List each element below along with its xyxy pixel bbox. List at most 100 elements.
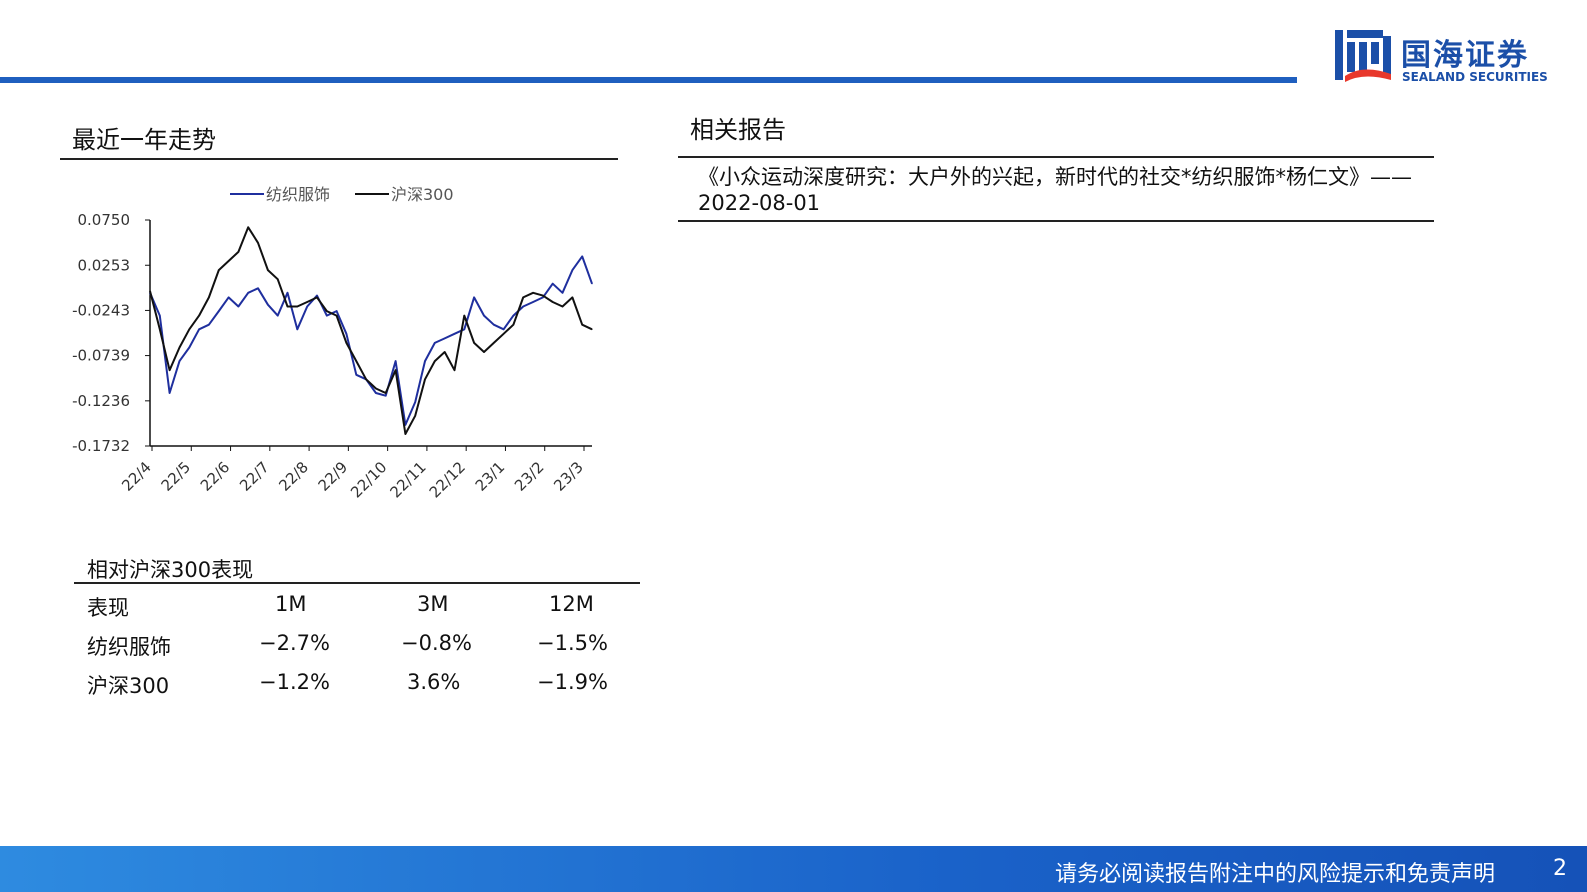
x-tick-label: 22/5 bbox=[158, 458, 195, 495]
sealand-logo-icon bbox=[1335, 30, 1391, 82]
data-point bbox=[581, 255, 583, 257]
x-tick-label: 22/6 bbox=[197, 458, 234, 495]
x-tick-label: 22/11 bbox=[386, 458, 429, 501]
data-point bbox=[178, 346, 181, 349]
related-bottom-rule bbox=[678, 220, 1434, 222]
data-point bbox=[365, 378, 367, 380]
x-tick-label: 22/8 bbox=[275, 458, 312, 495]
data-point bbox=[208, 324, 210, 326]
table-cell: −1.5% bbox=[537, 631, 608, 655]
row-label: 纺织服饰 bbox=[87, 635, 171, 659]
table-cell: −1.9% bbox=[537, 670, 608, 694]
table-cell: −0.8% bbox=[401, 631, 472, 655]
data-point bbox=[444, 337, 446, 339]
data-point bbox=[414, 415, 416, 417]
data-point bbox=[453, 333, 456, 335]
y-tick-label: -0.0739 bbox=[72, 347, 130, 365]
data-point bbox=[395, 360, 397, 362]
table-row: 沪深300 −1.2% 3.6% −1.9% bbox=[87, 670, 627, 704]
data-point bbox=[581, 324, 583, 326]
data-point bbox=[493, 342, 495, 344]
column-header: 12M bbox=[549, 592, 594, 616]
data-point bbox=[336, 315, 338, 317]
data-point bbox=[375, 387, 377, 390]
data-point bbox=[316, 295, 318, 297]
x-tick-label: 22/10 bbox=[347, 458, 390, 501]
table-cell: 3.6% bbox=[407, 670, 461, 694]
x-tick-label: 22/4 bbox=[118, 458, 155, 495]
data-point bbox=[385, 392, 387, 394]
data-point bbox=[483, 351, 485, 353]
data-point bbox=[463, 328, 465, 330]
data-point bbox=[473, 342, 475, 344]
brand-name-en: SEALAND SECURITIES bbox=[1402, 70, 1548, 84]
data-point bbox=[375, 392, 377, 394]
data-point bbox=[542, 296, 544, 298]
data-point bbox=[591, 328, 593, 330]
y-tick-label: 0.0750 bbox=[78, 211, 131, 229]
x-tick-label: 23/1 bbox=[472, 458, 509, 495]
y-tick-label: 0.0253 bbox=[78, 256, 131, 274]
y-tick-label: -0.1236 bbox=[72, 392, 130, 410]
x-tick-label: 22/7 bbox=[236, 458, 273, 495]
data-point bbox=[434, 342, 436, 344]
data-point bbox=[286, 292, 289, 294]
data-point bbox=[463, 315, 465, 317]
data-point bbox=[512, 324, 514, 326]
data-point bbox=[552, 301, 554, 303]
data-point bbox=[178, 360, 181, 362]
data-point bbox=[257, 242, 259, 244]
data-point bbox=[434, 360, 436, 362]
series-line bbox=[149, 226, 593, 435]
data-point bbox=[326, 315, 328, 317]
data-point bbox=[512, 315, 514, 317]
legend-label: 沪深300 bbox=[391, 185, 454, 204]
data-point bbox=[326, 310, 328, 312]
data-point bbox=[277, 315, 279, 317]
trend-title-rule bbox=[60, 158, 618, 160]
table-row: 纺织服饰 −2.7% −0.8% −1.5% bbox=[87, 631, 627, 665]
data-point bbox=[247, 292, 249, 294]
data-point bbox=[345, 333, 347, 335]
x-tick-label: 23/2 bbox=[511, 458, 548, 495]
data-point bbox=[355, 374, 357, 376]
chart-legend: 纺织服饰 沪深300 bbox=[230, 185, 454, 204]
data-point bbox=[336, 310, 338, 312]
data-point bbox=[424, 378, 426, 380]
data-point bbox=[257, 287, 259, 289]
related-report-link[interactable]: 《小众运动深度研究：大户外的兴起，新时代的社交*纺织服饰*杨仁文》——2022-… bbox=[698, 165, 1412, 215]
data-point bbox=[414, 401, 416, 403]
related-title-rule bbox=[678, 156, 1434, 158]
data-point bbox=[198, 328, 200, 330]
x-tick-label: 23/3 bbox=[550, 458, 587, 495]
data-point bbox=[237, 305, 239, 308]
x-tick-label: 22/9 bbox=[315, 458, 352, 495]
data-point bbox=[385, 395, 387, 397]
data-point bbox=[286, 305, 289, 308]
data-point bbox=[571, 269, 573, 271]
data-point bbox=[473, 296, 475, 298]
brand-name-cn: 国海证券 bbox=[1401, 38, 1529, 73]
data-point bbox=[306, 305, 308, 308]
page-number: 2 bbox=[1553, 856, 1567, 881]
data-point bbox=[395, 369, 397, 371]
data-point bbox=[493, 324, 495, 326]
data-point bbox=[169, 392, 171, 394]
data-point bbox=[198, 315, 200, 317]
column-header: 1M bbox=[275, 592, 307, 616]
y-tick-label: -0.0243 bbox=[72, 301, 130, 319]
data-point bbox=[159, 315, 161, 317]
data-point bbox=[247, 226, 249, 228]
data-point bbox=[561, 292, 564, 294]
data-point bbox=[503, 328, 505, 330]
data-point bbox=[542, 295, 544, 297]
data-point bbox=[532, 292, 534, 294]
data-point bbox=[218, 269, 220, 271]
data-point bbox=[561, 305, 564, 308]
series-line bbox=[149, 255, 593, 426]
data-point bbox=[404, 433, 406, 435]
performance-title-rule bbox=[74, 582, 640, 584]
header-rule bbox=[0, 77, 1297, 83]
data-point bbox=[296, 328, 298, 330]
